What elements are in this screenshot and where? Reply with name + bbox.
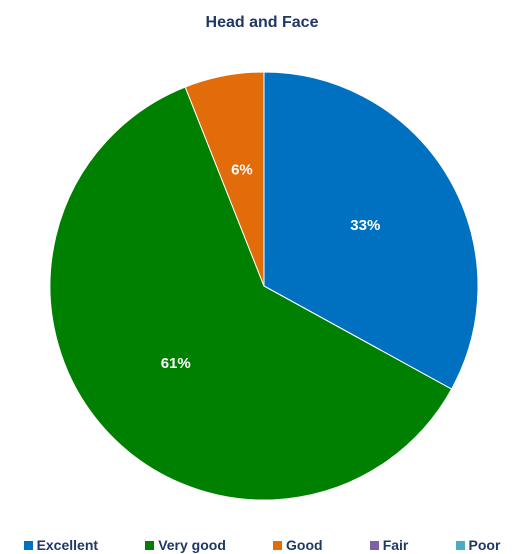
chart-title: Head and Face (205, 14, 319, 31)
data-label-very-good: 61% (161, 355, 191, 372)
legend-item-fair: Fair (369, 537, 409, 553)
data-label-good: 6% (231, 161, 253, 178)
legend-swatch (369, 540, 379, 550)
legend-swatch (145, 540, 155, 550)
data-label-excellent: 33% (350, 217, 380, 234)
legend-label: Excellent (36, 537, 99, 553)
legend-item-excellent: Excellent (23, 537, 99, 553)
legend-swatch (273, 540, 283, 550)
pie-chart: 33% 61% 6% (49, 71, 479, 501)
legend-item-very-good: Very good (145, 537, 226, 553)
legend-item-poor: Poor (455, 537, 501, 553)
pie-slice-excellent (263, 71, 479, 390)
legend: Excellent Very good Good Fair Poor (0, 536, 524, 554)
legend-label: Good (286, 537, 323, 553)
legend-swatch (23, 540, 33, 550)
legend-swatch (455, 540, 465, 550)
pie-slice-very-good (49, 86, 453, 501)
legend-item-good: Good (273, 537, 323, 553)
legend-label: Fair (382, 537, 409, 553)
legend-label: Very good (158, 537, 226, 553)
pie-slice-good (184, 71, 265, 287)
legend-label: Poor (468, 537, 501, 553)
